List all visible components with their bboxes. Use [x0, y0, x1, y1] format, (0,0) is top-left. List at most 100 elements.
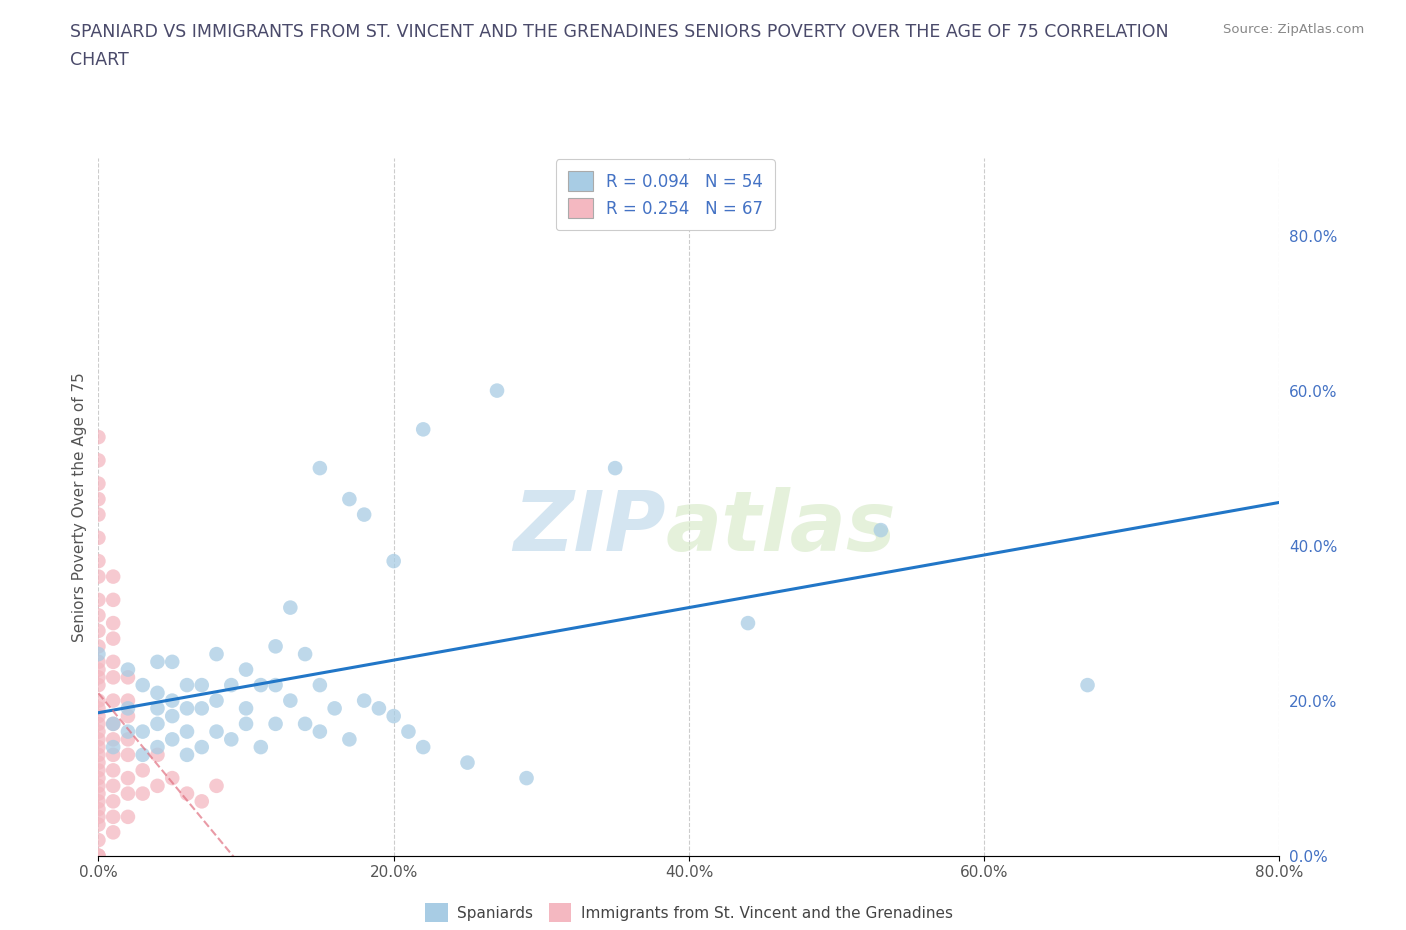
Point: [191, 739, 214, 754]
Point: [235, 701, 257, 716]
Point: [87, 716, 110, 731]
Point: [176, 724, 198, 739]
Point: [353, 693, 375, 708]
Point: [191, 794, 214, 809]
Point: [103, 732, 125, 747]
Point: [87, 655, 110, 670]
Point: [264, 639, 287, 654]
Point: [87, 848, 110, 863]
Point: [146, 748, 169, 763]
Point: [176, 748, 198, 763]
Text: atlas: atlas: [665, 487, 896, 568]
Point: [132, 678, 155, 693]
Point: [87, 848, 110, 863]
Point: [117, 670, 139, 684]
Point: [219, 732, 242, 747]
Point: [87, 755, 110, 770]
Point: [132, 748, 155, 763]
Y-axis label: Seniors Poverty Over the Age of 75: Seniors Poverty Over the Age of 75: [72, 372, 87, 642]
Point: [205, 646, 228, 661]
Point: [87, 678, 110, 693]
Point: [323, 701, 346, 716]
Point: [87, 608, 110, 623]
Point: [117, 724, 139, 739]
Point: [146, 739, 169, 754]
Point: [87, 739, 110, 754]
Point: [87, 476, 110, 491]
Point: [146, 778, 169, 793]
Point: [382, 553, 405, 568]
Point: [87, 530, 110, 545]
Point: [264, 678, 287, 693]
Point: [103, 569, 125, 584]
Point: [117, 786, 139, 801]
Point: [117, 771, 139, 786]
Point: [146, 685, 169, 700]
Point: [103, 748, 125, 763]
Point: [250, 678, 273, 693]
Point: [1077, 678, 1099, 693]
Point: [87, 646, 110, 661]
Point: [250, 739, 273, 754]
Point: [278, 600, 302, 615]
Point: [176, 678, 198, 693]
Point: [176, 701, 198, 716]
Point: [87, 778, 110, 793]
Point: [117, 693, 139, 708]
Point: [737, 616, 759, 631]
Point: [103, 809, 125, 824]
Point: [103, 693, 125, 708]
Text: ZIP: ZIP: [513, 487, 665, 568]
Point: [162, 732, 183, 747]
Point: [146, 655, 169, 670]
Point: [205, 778, 228, 793]
Point: [339, 492, 360, 507]
Point: [412, 739, 434, 754]
Point: [87, 832, 110, 847]
Point: [146, 701, 169, 716]
Point: [486, 383, 509, 398]
Point: [87, 709, 110, 724]
Point: [117, 709, 139, 724]
Point: [162, 709, 183, 724]
Point: [87, 809, 110, 824]
Text: CHART: CHART: [70, 51, 129, 69]
Point: [117, 748, 139, 763]
Point: [219, 678, 242, 693]
Point: [87, 569, 110, 584]
Point: [309, 460, 332, 475]
Point: [103, 592, 125, 607]
Point: [103, 739, 125, 754]
Point: [87, 693, 110, 708]
Point: [87, 430, 110, 445]
Point: [87, 732, 110, 747]
Point: [278, 693, 302, 708]
Point: [103, 794, 125, 809]
Point: [87, 748, 110, 763]
Point: [132, 763, 155, 777]
Point: [87, 492, 110, 507]
Point: [87, 453, 110, 468]
Point: [382, 709, 405, 724]
Point: [396, 724, 419, 739]
Point: [162, 771, 183, 786]
Point: [103, 778, 125, 793]
Point: [87, 763, 110, 777]
Point: [132, 724, 155, 739]
Point: [205, 693, 228, 708]
Point: [605, 460, 627, 475]
Point: [103, 763, 125, 777]
Point: [456, 755, 478, 770]
Point: [103, 655, 125, 670]
Point: [368, 701, 391, 716]
Text: SPANIARD VS IMMIGRANTS FROM ST. VINCENT AND THE GRENADINES SENIORS POVERTY OVER : SPANIARD VS IMMIGRANTS FROM ST. VINCENT …: [70, 23, 1168, 41]
Point: [87, 724, 110, 739]
Point: [87, 623, 110, 638]
Point: [191, 701, 214, 716]
Point: [87, 507, 110, 522]
Point: [87, 786, 110, 801]
Point: [235, 716, 257, 731]
Point: [117, 662, 139, 677]
Point: [103, 670, 125, 684]
Point: [87, 771, 110, 786]
